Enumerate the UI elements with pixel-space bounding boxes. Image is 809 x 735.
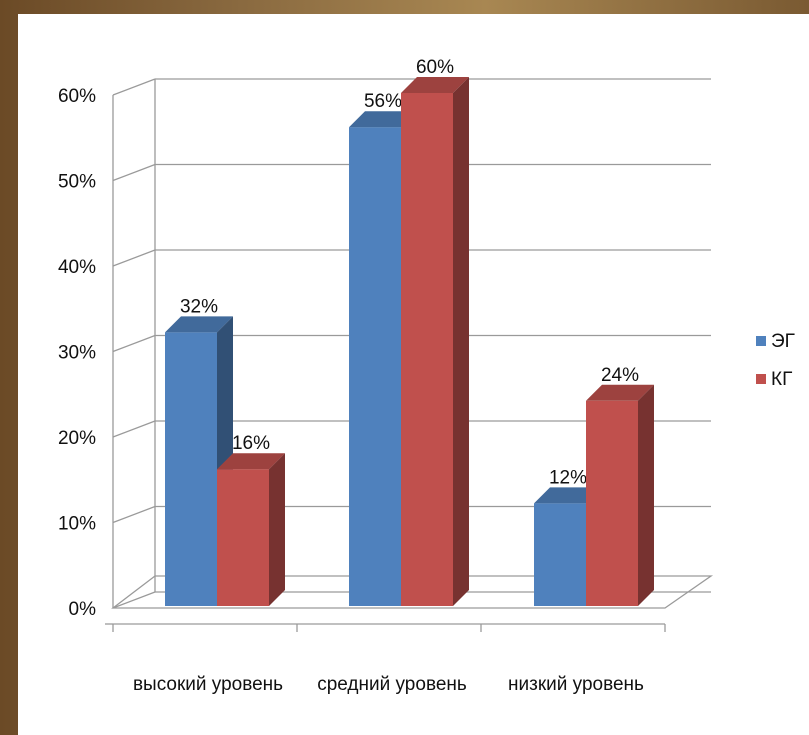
y-tick-label: 30%: [58, 343, 96, 364]
bar-top: [165, 316, 233, 333]
gridline-side: [112, 591, 156, 609]
legend-swatch: [756, 336, 766, 346]
data-label: 56%: [364, 91, 402, 112]
bar-chart: 0% 10% 20% 30% 40% 50% 60% 32% 56% 12% 16% 60% 24% вы…: [58, 57, 795, 695]
gridline-side: [112, 163, 156, 182]
y-tick-label: 50%: [58, 172, 96, 193]
slide-frame: 0% 10% 20% 30% 40% 50% 60% 32% 56% 12% 16% 60% 24% вы…: [18, 14, 809, 735]
y-tick-label: 60%: [58, 86, 96, 107]
data-label: 12%: [549, 467, 587, 488]
gridline-side: [112, 249, 156, 267]
gridline-side: [112, 78, 156, 96]
bar-top: [401, 77, 469, 93]
y-tick-label: 10%: [58, 514, 96, 535]
legend-label: КГ: [771, 369, 792, 390]
x-category-label: средний уровень: [317, 674, 467, 695]
bar-kg[interactable]: [586, 400, 638, 606]
legend-label: ЭГ: [771, 331, 795, 352]
bar-top: [534, 487, 602, 504]
gridline-side: [112, 334, 156, 353]
data-label: 32%: [180, 296, 218, 317]
bar-eg[interactable]: [349, 127, 401, 606]
bar-eg[interactable]: [165, 332, 217, 606]
data-label: 24%: [601, 365, 639, 386]
legend-swatch: [756, 374, 766, 384]
bar-top: [349, 111, 417, 128]
chart-floor: [111, 575, 714, 609]
bar-side: [638, 384, 654, 606]
bar-top: [217, 453, 285, 470]
data-label: 16%: [232, 433, 270, 454]
bar-side: [453, 77, 469, 606]
y-tick-label: 20%: [58, 428, 96, 449]
bar-top: [586, 384, 654, 401]
x-category-label: высокий уровень: [133, 674, 283, 695]
bar-side: [269, 453, 285, 606]
bar-kg[interactable]: [217, 469, 269, 606]
bar-kg[interactable]: [401, 93, 453, 606]
y-tick-label: 0%: [69, 599, 97, 620]
x-category-label: низкий уровень: [508, 674, 644, 695]
bar-eg[interactable]: [534, 503, 586, 606]
data-label: 60%: [416, 57, 454, 78]
y-tick-label: 40%: [58, 257, 96, 278]
gridline-side: [112, 505, 156, 524]
gridline-side: [112, 420, 156, 438]
